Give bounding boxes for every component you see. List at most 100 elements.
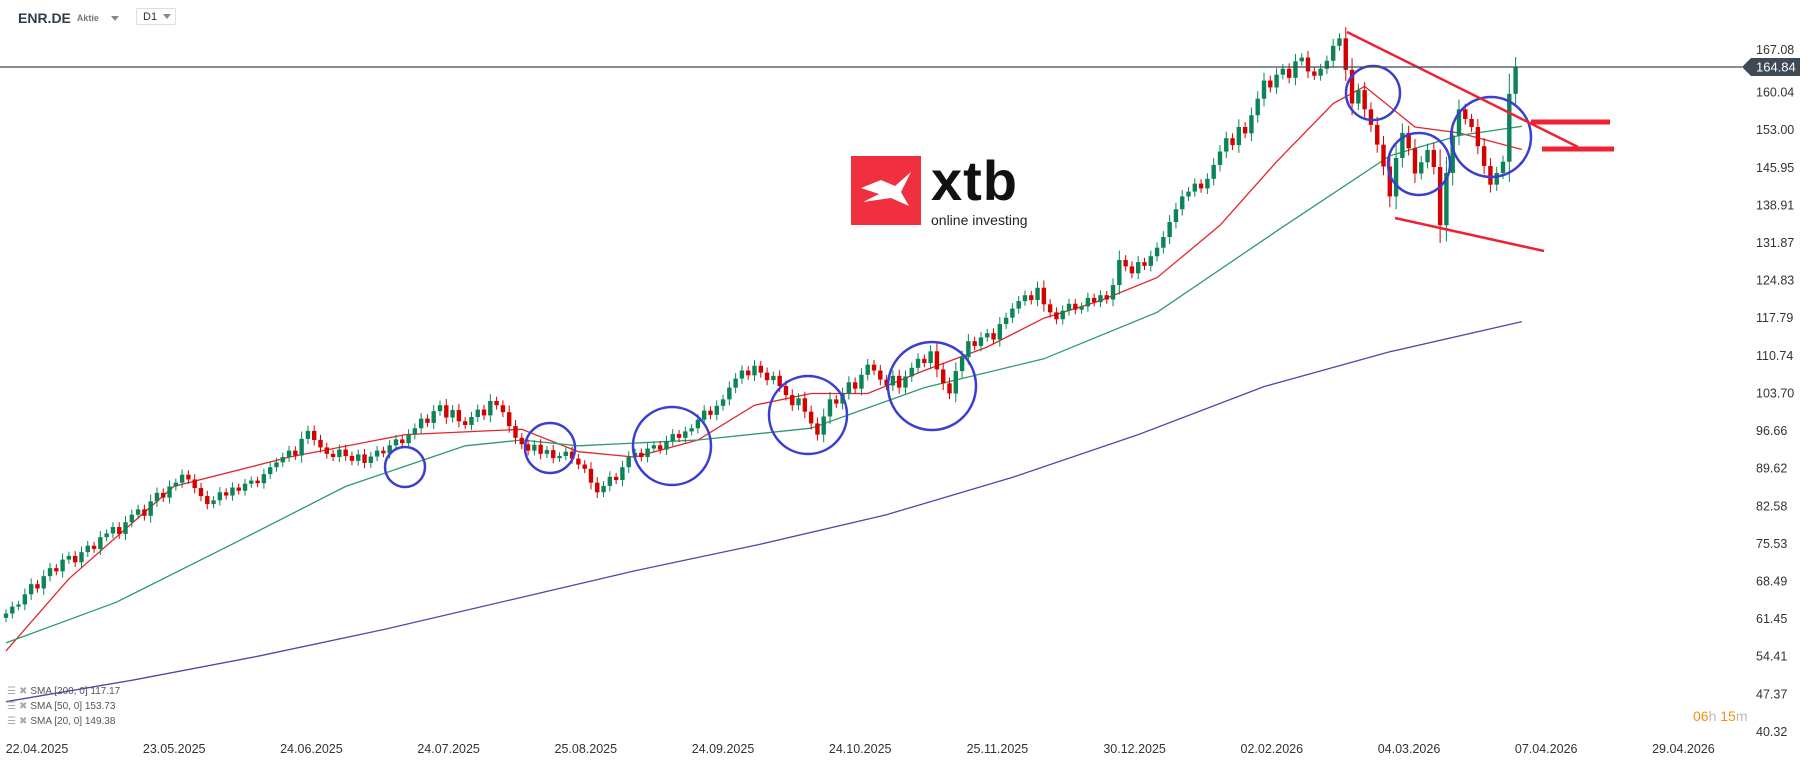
candle-body xyxy=(368,456,374,463)
candle-body xyxy=(418,418,424,429)
x-axis[interactable]: 22.04.2025 23.05.2025 24.06.2025 24.07.2025… xyxy=(6,742,1715,756)
candle-body xyxy=(588,468,594,483)
candle-body xyxy=(293,450,298,456)
candle-body xyxy=(1324,60,1330,69)
settings-icon[interactable]: ☰ xyxy=(7,701,16,712)
candle-body xyxy=(179,474,185,483)
sma-line-2[interactable] xyxy=(5,320,1523,703)
x-tick-label: 22.04.2025 xyxy=(6,742,69,756)
candle-body xyxy=(532,444,537,451)
candle-body xyxy=(997,324,1003,340)
annotation-circle[interactable] xyxy=(767,374,849,456)
drawing-annotations[interactable] xyxy=(383,30,1614,489)
settings-icon[interactable]: ☰ xyxy=(7,686,16,697)
candle-body xyxy=(205,496,210,505)
candle-body xyxy=(343,449,348,456)
annotation-circle[interactable] xyxy=(1386,131,1452,197)
candle-body xyxy=(412,428,418,435)
candle-body xyxy=(173,482,179,487)
candle-body xyxy=(551,450,556,459)
candle-body xyxy=(393,439,399,446)
candle-body xyxy=(494,400,499,406)
sma-lines xyxy=(5,85,1523,703)
candle-body xyxy=(1500,161,1506,173)
lower-trendline[interactable] xyxy=(1394,216,1545,253)
annotation-circle[interactable] xyxy=(383,445,427,489)
timeframe-value: D1 xyxy=(143,10,158,23)
y-tick-label: 40.32 xyxy=(1756,725,1787,739)
candle-body xyxy=(286,450,292,458)
current-price-tag: 164.84 xyxy=(1742,57,1800,76)
x-tick-label: 24.09.2025 xyxy=(692,742,755,756)
candle-body xyxy=(1148,256,1153,266)
sma-line-1[interactable] xyxy=(5,125,1522,644)
legend-item[interactable]: ☰ ✖ SMA [200, 0] 117.17 xyxy=(7,684,120,699)
candle-body xyxy=(1330,45,1336,61)
x-tick-label: 30.12.2025 xyxy=(1103,742,1166,756)
candle-body xyxy=(695,419,701,429)
timeframe-select[interactable]: D1 xyxy=(136,8,176,25)
candle-body xyxy=(595,482,600,493)
candle-body xyxy=(1349,69,1355,104)
y-tick-label: 75.53 xyxy=(1756,537,1787,551)
candle-body xyxy=(846,382,852,394)
candle-body xyxy=(462,421,468,426)
y-tick-label: 124.83 xyxy=(1756,274,1794,288)
candle-body xyxy=(312,430,317,440)
candle-body xyxy=(1312,71,1317,76)
sma-line-0[interactable] xyxy=(5,85,1523,652)
candle-body xyxy=(783,386,789,396)
y-tick-label: 167.08 xyxy=(1756,43,1794,57)
candle-body xyxy=(1167,222,1172,238)
candle-body xyxy=(878,370,883,380)
instrument-selector[interactable]: ENR.DE Aktie xyxy=(18,10,119,26)
candle-body xyxy=(362,454,367,463)
candle-body xyxy=(255,480,260,484)
y-axis[interactable]: 167.08 160.04 153.00 145.95 138.91 131.87 124.… xyxy=(1756,43,1794,739)
candle-body xyxy=(154,492,160,502)
settings-icon[interactable]: ☰ xyxy=(7,716,16,727)
candle-body xyxy=(639,452,644,458)
candle-body xyxy=(1419,162,1424,174)
candle-body xyxy=(1431,149,1437,168)
timer-hours: 06 xyxy=(1693,708,1709,724)
x-tick-label: 24.07.2025 xyxy=(417,742,480,756)
candle-body xyxy=(1381,144,1386,167)
close-icon[interactable]: ✖ xyxy=(18,701,28,712)
annotation-circle[interactable] xyxy=(631,405,713,487)
y-tick-label: 138.91 xyxy=(1756,198,1794,212)
candle-body xyxy=(777,375,782,387)
annotation-circle[interactable] xyxy=(1344,64,1402,122)
close-icon[interactable]: ✖ xyxy=(18,686,28,697)
candle-body xyxy=(1085,297,1091,307)
candle-body xyxy=(217,492,223,501)
close-icon[interactable]: ✖ xyxy=(18,716,28,727)
candle-body xyxy=(601,485,606,493)
candle-body xyxy=(1393,157,1399,197)
legend-item[interactable]: ☰ ✖ SMA [50, 0] 153.73 xyxy=(7,699,120,714)
annotation-circle[interactable] xyxy=(886,340,978,432)
candle-body xyxy=(1073,303,1078,310)
xtb-logo: xtb online investing xyxy=(851,151,1028,229)
annotation-circle[interactable] xyxy=(523,421,577,475)
candle-body xyxy=(1387,166,1392,197)
logo-tagline: online investing xyxy=(931,212,1028,228)
legend-label: SMA [200, 0] 117.17 xyxy=(30,686,121,697)
upper-trendline[interactable] xyxy=(1346,30,1579,149)
xtb-logo-mark xyxy=(851,155,921,225)
candle-body xyxy=(727,387,732,400)
candle-body xyxy=(1507,93,1512,162)
legend-item[interactable]: ☰ ✖ SMA [20, 0] 149.38 xyxy=(7,714,120,729)
candle-body xyxy=(972,341,977,346)
candle-body xyxy=(22,594,28,605)
candle-body xyxy=(1488,165,1493,185)
chevron-down-icon[interactable] xyxy=(110,15,119,21)
candle-body xyxy=(85,545,90,553)
candle-body xyxy=(620,467,625,481)
candle-body xyxy=(431,411,436,423)
candle-body xyxy=(192,479,197,489)
candle-body xyxy=(16,604,21,607)
candle-body xyxy=(808,411,814,424)
annotation-circle[interactable] xyxy=(1449,95,1533,179)
